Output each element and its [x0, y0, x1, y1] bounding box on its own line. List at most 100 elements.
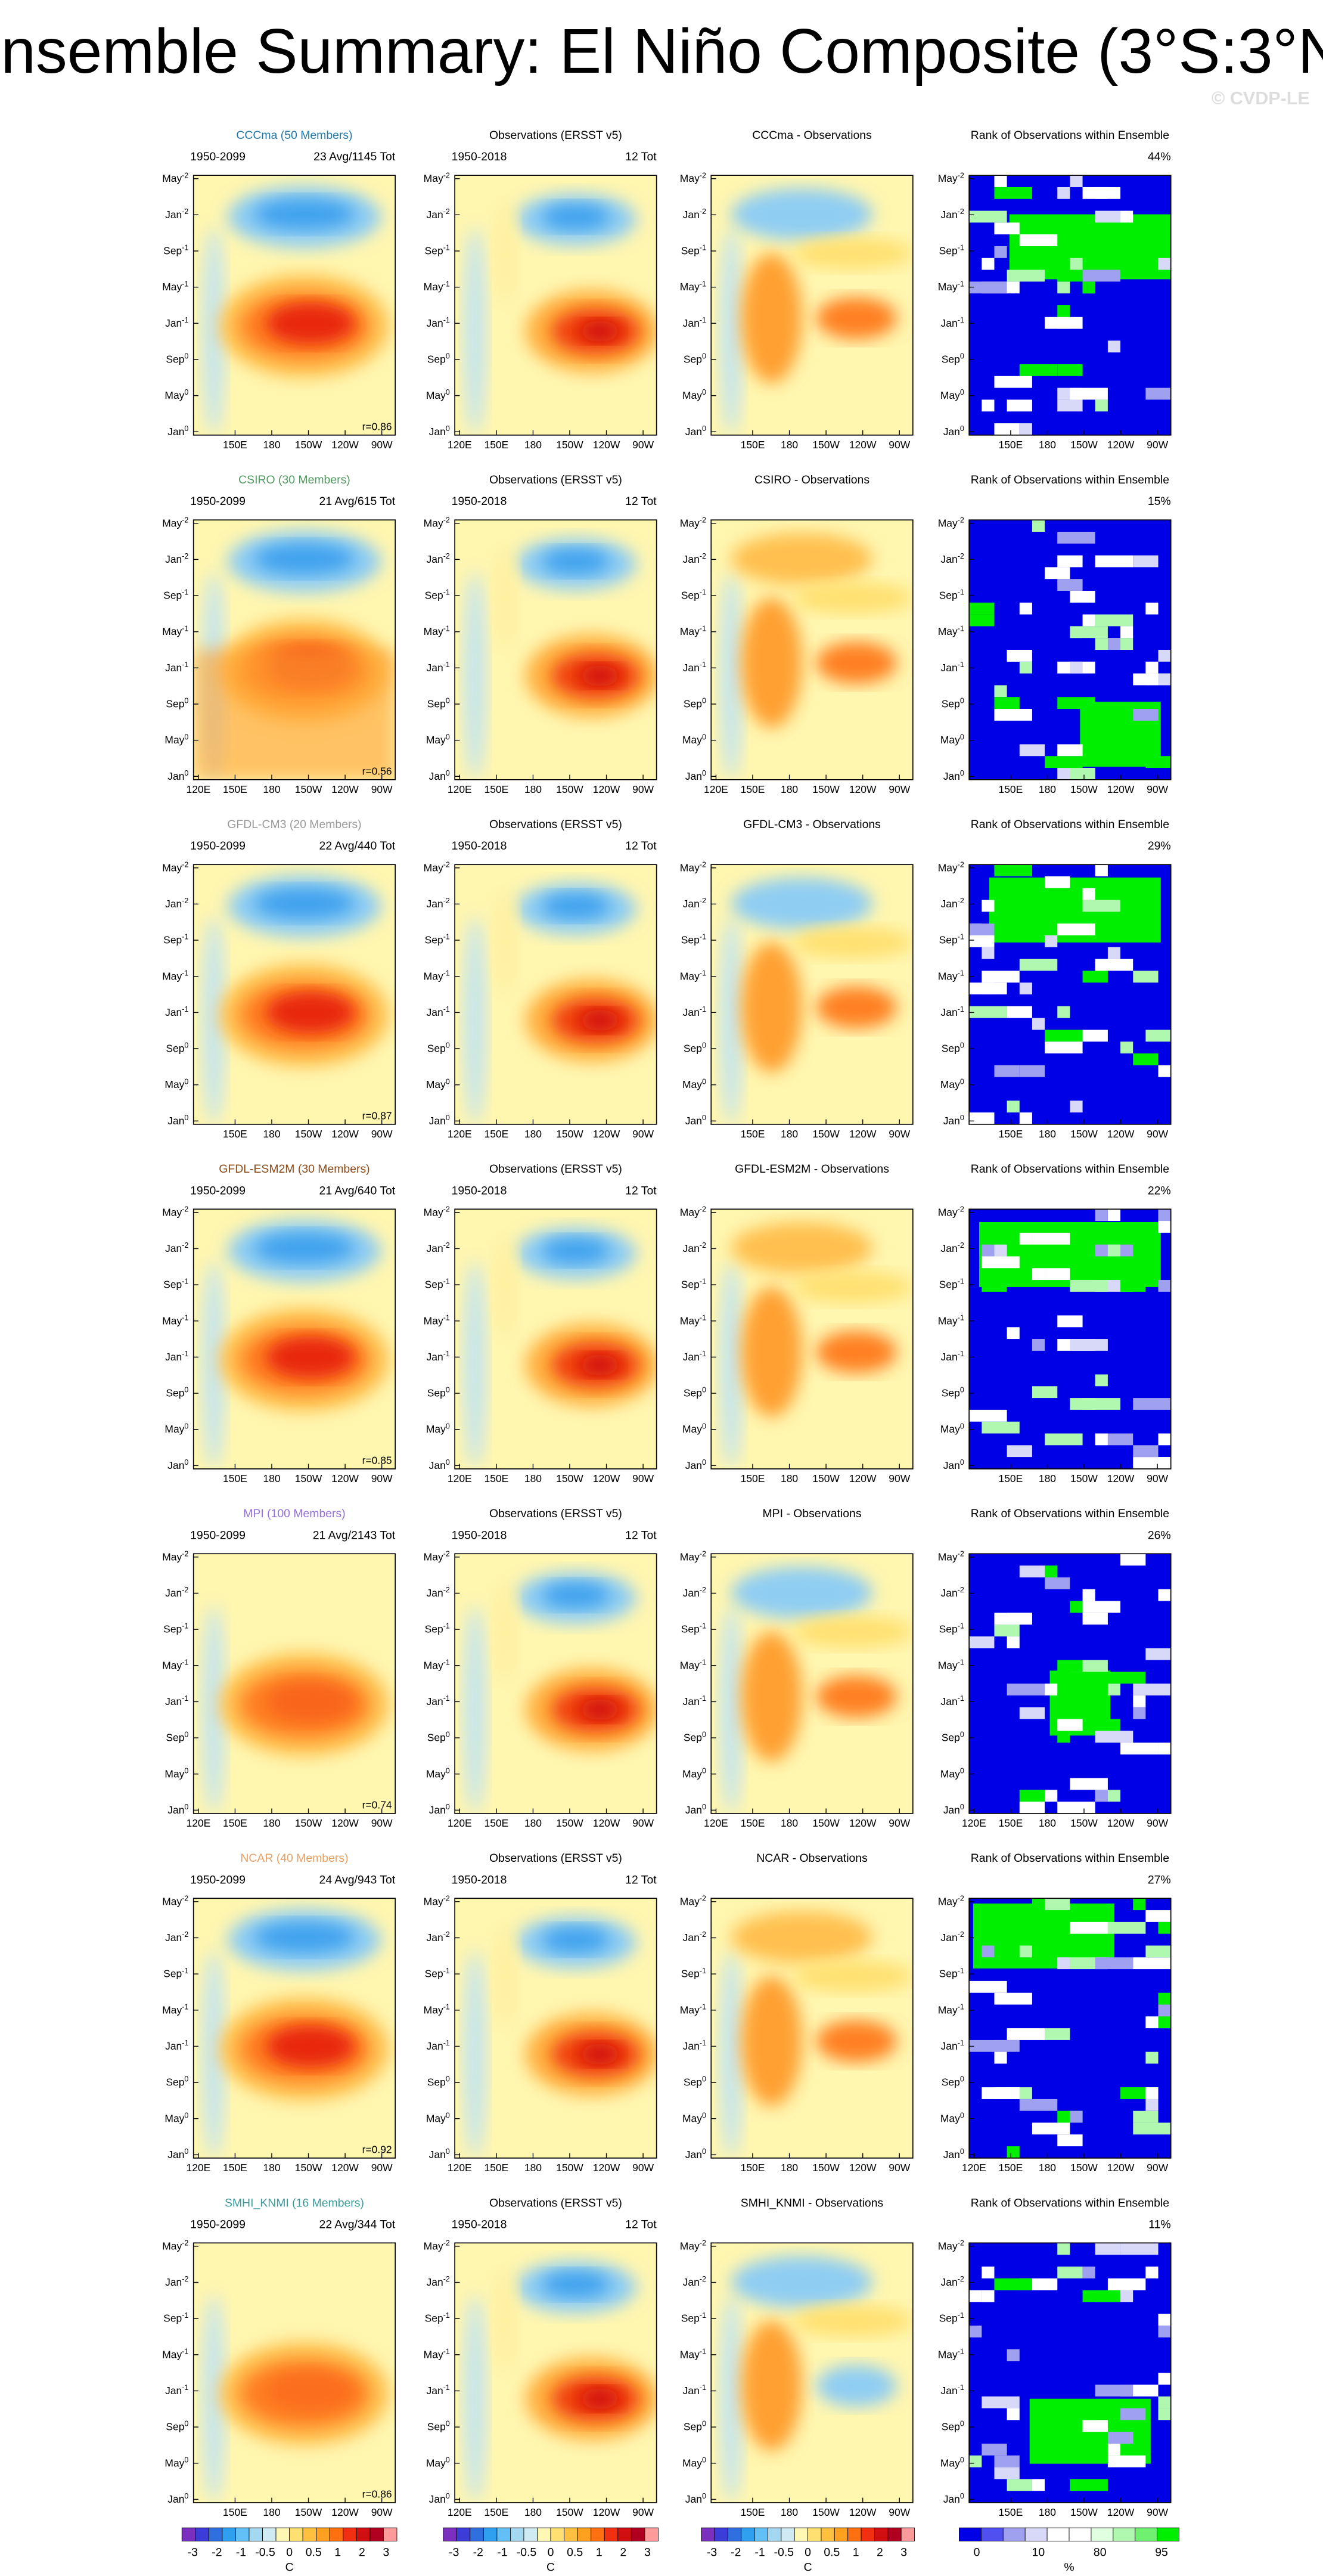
panel-title: Rank of Observations within Ensemble: [971, 2196, 1169, 2209]
rank-shade: [1045, 1030, 1083, 1042]
colorbar-unit: C: [546, 2560, 555, 2574]
rank-shade: [1019, 423, 1032, 435]
rank-shade: [1145, 388, 1171, 400]
x-tick-label: 150E: [999, 2162, 1023, 2174]
y-tick-label: Jan-2: [165, 552, 188, 565]
x-tick-label: 150E: [741, 2162, 765, 2174]
contour-shade: [816, 2020, 897, 2062]
model-label: GFDL-CM3 (20 Members): [227, 818, 361, 831]
colorbar-swatch: [794, 2527, 809, 2541]
y-tick-label: May-2: [162, 2239, 188, 2252]
y-tick-label: Sep0: [684, 697, 706, 710]
y-tick-month: May: [680, 1895, 700, 1907]
contour-shade: [462, 1261, 487, 1469]
colorbar-label: -3: [707, 2546, 717, 2559]
x-tick-label: 120W: [593, 1128, 620, 1140]
y-tick-label: Sep-1: [939, 1622, 964, 1635]
x-tick-label: 150W: [812, 1128, 840, 1140]
y-tick-month: Jan: [427, 1351, 443, 1363]
y-tick-month: May: [162, 172, 182, 184]
rank-shade: [1107, 1244, 1121, 1257]
y-tick-month: Jan: [941, 553, 958, 565]
y-tick-year: 0: [184, 697, 188, 705]
y-tick-year: 0: [184, 2075, 188, 2084]
x-tick-label: 120W: [1107, 2162, 1135, 2174]
colorbar-swatch: [383, 2527, 397, 2541]
y-tick-month: Jan: [429, 770, 446, 782]
rank-shade: [1158, 1589, 1171, 1601]
x-tick-label: 150W: [556, 439, 583, 451]
y-tick-label: May-1: [938, 624, 964, 637]
y-tick-label: Sep-1: [425, 933, 450, 946]
y-tick-month: Sep: [163, 590, 182, 602]
x-tick-label: 120E: [448, 2162, 472, 2174]
y-tick-month: Sep: [425, 245, 443, 257]
rank-shade: [1019, 661, 1032, 674]
contour-shade: [719, 1950, 744, 2158]
panel-count: 12 Tot: [625, 839, 657, 853]
contour-shade: [201, 1950, 226, 2158]
panel-count: 15%: [1148, 495, 1171, 508]
y-tick-label: Sep0: [942, 1386, 964, 1399]
y-tick-label: Jan-2: [427, 1930, 450, 1943]
y-tick-month: Sep: [684, 1387, 702, 1399]
y-tick-month: Jan: [427, 2276, 443, 2288]
contour-shade: [580, 1699, 620, 1721]
y-tick-year: -1: [700, 588, 706, 597]
x-tick-label: 180: [263, 1128, 280, 1140]
y-tick-label: Sep-1: [163, 1278, 188, 1291]
rank-shade: [1107, 1672, 1146, 1684]
y-tick-year: 0: [184, 2147, 188, 2156]
x-tick-label: 180: [263, 2506, 280, 2518]
y-tick-label: Jan-1: [165, 661, 188, 674]
y-tick-year: -2: [443, 1205, 450, 1213]
y-tick-month: Sep: [425, 1623, 443, 1635]
y-tick-label: May-2: [938, 1205, 964, 1218]
x-tick-label: 150W: [556, 2506, 583, 2518]
rank-shade: [1070, 388, 1108, 400]
y-tick-month: Jan: [427, 1006, 443, 1018]
rank-shade: [994, 423, 1020, 435]
colorbar-label: 0: [805, 2546, 811, 2559]
y-tick-month: May: [162, 281, 182, 293]
y-tick-label: Sep0: [942, 697, 964, 710]
colorbar-label: 0: [548, 2546, 554, 2559]
y-tick-label: Jan-2: [427, 1241, 450, 1254]
y-tick-year: -2: [700, 1205, 706, 1213]
y-tick-month: Sep: [684, 1732, 702, 1744]
y-tick-year: -1: [700, 2039, 706, 2047]
x-tick-label: 150E: [741, 783, 765, 795]
panel-title: SMHI_KNMI - Observations: [741, 2196, 883, 2209]
y-tick-label: Jan-2: [941, 552, 964, 565]
y-tick-year: -1: [700, 2383, 706, 2392]
rank-shade: [1032, 1232, 1070, 1245]
y-tick-year: -2: [182, 897, 188, 905]
y-tick-year: -2: [182, 1241, 188, 1250]
rank-shade: [994, 685, 1007, 698]
panel-period: 1950-2018: [452, 1184, 507, 1197]
y-tick-month: May: [162, 861, 182, 873]
y-tick-year: -2: [443, 860, 450, 869]
rank-shade: [982, 900, 995, 912]
y-tick-label: Sep0: [166, 2420, 188, 2433]
y-tick-label: Jan-1: [941, 661, 964, 674]
y-tick-label: May-2: [680, 2239, 706, 2252]
x-tick-label: 150W: [295, 2162, 322, 2174]
colorbar-swatch: [1002, 2527, 1026, 2541]
y-tick-month: Sep: [425, 1279, 443, 1291]
panel-title: CSIRO - Observations: [754, 473, 869, 486]
rank-shade: [1145, 2266, 1159, 2279]
rank-shade: [1133, 1695, 1146, 1707]
panel-frame: [454, 864, 657, 1125]
y-tick-month: Jan: [685, 770, 702, 782]
rank-shade: [1120, 1554, 1146, 1566]
x-tick-label: 90W: [632, 1128, 654, 1140]
y-tick-month: May: [938, 517, 958, 529]
colorbar-label: 1: [596, 2546, 603, 2559]
x-tick-label: 150W: [1070, 1473, 1098, 1484]
y-tick-month: May: [424, 1551, 443, 1563]
contour-shade: [541, 1238, 610, 1264]
rank-shade: [1007, 399, 1032, 412]
y-tick-month: Sep: [942, 2421, 960, 2433]
y-tick-year: 0: [960, 424, 964, 433]
